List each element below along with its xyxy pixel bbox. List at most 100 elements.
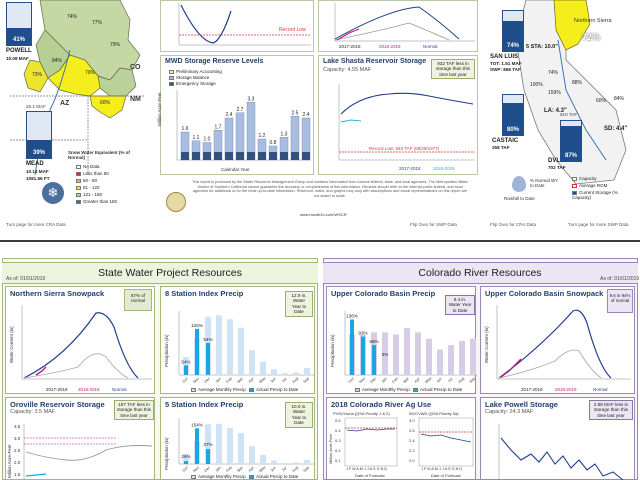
- precip-month-tick: Mar: [237, 465, 245, 473]
- cra-snow-badge-text: 9.6 in 94% of normal: [609, 293, 631, 303]
- oroville-ytick-1: 3.5: [14, 424, 21, 429]
- la-rainfall: LA: 4.3": [544, 108, 567, 114]
- powell-storage-line: [500, 437, 624, 480]
- basin-region-yellow-1: [47, 54, 101, 97]
- mwd-legend-3: Emergency Storage: [169, 81, 216, 86]
- cra-precip-title: Upper Colorado Basin Precip: [331, 289, 436, 298]
- shasta-capacity: Capacity: 4.55 MAF: [323, 67, 372, 73]
- snow-legend-item: Greater than 150: [76, 199, 117, 204]
- precip-average-bar: [183, 453, 189, 464]
- state-label-nm: NM: [130, 96, 141, 103]
- sierra-pct: 72%: [582, 32, 601, 42]
- cra-aguse-panel: 2018 Colorado River Ag Use PVID/Yuma (QS…: [326, 397, 476, 480]
- precip-month-tick: Jan: [215, 466, 222, 473]
- mwd-bar-label: 1.2: [259, 133, 266, 139]
- precip-average-bar: [227, 427, 233, 464]
- cra-snow-legend-a: 2017-2018: [521, 387, 543, 392]
- swp-oroville-title: Oroville Reservoir Storage: [10, 400, 105, 409]
- mwd-bar-emergency: [225, 152, 233, 160]
- cra-powell-callout: 2.98 MAF less in storage than this time …: [589, 400, 633, 421]
- map-pct-label-4: 84%: [52, 58, 63, 64]
- swp-5station-callout: 10.0 in. Water Year to Date: [285, 402, 313, 428]
- precip-average-bar: [282, 462, 288, 464]
- map-legend-avg: Average ROM: [572, 183, 607, 188]
- center-chart-top-right: 2017-2018 2018-2019 Normal: [318, 0, 478, 52]
- precip-pct-label: 54%: [203, 337, 212, 342]
- swp-oroville-callout: 197 TAF less in storage than this time l…: [114, 400, 154, 421]
- sanluis-pct: 74%: [506, 43, 519, 49]
- aguse-right-ytick-5: 2.0: [409, 458, 415, 463]
- oroville-current-line: [25, 473, 47, 477]
- mwd-bar-emergency: [258, 152, 266, 160]
- sd-rainfall: SD: 4.4": [604, 126, 628, 132]
- swp-snow-badge: 67% of normal: [124, 289, 152, 311]
- aguse-right-ytick-2: 2.6: [409, 428, 415, 433]
- precip-average-bar: [448, 345, 454, 375]
- precip-average-bar: [205, 424, 211, 464]
- footer-right-link[interactable]: Flip Over for SWP Data: [410, 222, 457, 227]
- map-legend-current: Current Storage (% Capacity): [572, 190, 618, 200]
- precip-actual-bar: [184, 461, 188, 464]
- footer-swp-link[interactable]: Turn page for more SWP Data: [568, 222, 629, 227]
- aguse-right-line: [420, 433, 472, 443]
- precip-average-bar: [382, 332, 388, 375]
- mwd-xlabel: Calendar Year: [221, 167, 250, 172]
- cra-title: Colorado River Resources: [418, 267, 542, 279]
- mwd-bar-emergency: [302, 152, 310, 160]
- map-pct-label-7: 73%: [32, 72, 43, 78]
- powell-gauge-fill: [7, 27, 31, 45]
- dvl-gauge-fill: [561, 126, 581, 161]
- precip-month-tick: Dec: [369, 376, 377, 384]
- precip-average-bar: [415, 332, 421, 375]
- cra-snowpack-panel: Upper Colorado Basin Snowpack 9.6 in 94%…: [480, 286, 635, 394]
- footer-left-link[interactable]: Turn page for more CRA Data: [6, 222, 66, 227]
- mwd-legend-2: Storage Balance: [169, 75, 209, 80]
- state-label-az: AZ: [60, 100, 70, 107]
- dvl-name: DVL: [548, 158, 560, 164]
- cra-snowpack-title: Upper Colorado Basin Snowpack: [485, 289, 604, 298]
- mwd-bar: [246, 102, 256, 161]
- map-pct-label-3: 79%: [110, 42, 121, 48]
- swp-8station-panel: 8 Station Index Precip 12.9 in. Water Ye…: [160, 286, 315, 394]
- swp-snow-legend-a: 2017-2018: [46, 387, 68, 392]
- aguse-right-ytick-1: 3.0: [409, 418, 415, 423]
- map-pct-label-5: 70%: [85, 70, 96, 76]
- top-report-page: 74% 77% 79% 84% 70% 60% 73% CO NM AZ 41%…: [0, 0, 640, 232]
- swp-5station-panel: 5 Station Index Precip 10.0 in. Water Ye…: [160, 397, 315, 480]
- precip-average-bar: [293, 372, 299, 375]
- oroville-ytick-5: 1.5: [14, 472, 21, 477]
- cra-snow-legend-c: Normal: [593, 387, 608, 392]
- record-low-label: Record Low: [279, 27, 306, 33]
- cra-as-of: As of: 01/01/2019: [600, 276, 640, 282]
- sanluis-gauge-fill: [503, 21, 523, 51]
- shasta-callout: 932 TAF less in storage than this time l…: [431, 59, 475, 80]
- oroville-ytick-3: 2.5: [14, 448, 21, 453]
- mwd-bar-label: 2.4: [303, 112, 310, 118]
- precip-average-bar: [293, 462, 299, 464]
- swp-snowpack-panel: Northern Sierra Snowpack 67% of normal W…: [5, 286, 155, 394]
- precip-month-tick: Oct: [182, 465, 190, 473]
- dvl-top-label: 810 TAF: [560, 112, 578, 117]
- snowflake-icon: ❄: [42, 182, 64, 204]
- mwd-bar-emergency: [192, 152, 200, 160]
- map-pct-label-2: 77%: [92, 20, 103, 26]
- swp-oroville-ylabel: Million Acre-Feet: [7, 444, 12, 478]
- report-url[interactable]: www.mwdh2o.com/WSCR: [300, 212, 347, 217]
- precip-average-bar: [271, 460, 277, 464]
- disclaimer-text: This report is produced by the Water Res…: [192, 180, 468, 198]
- mwd-bar-label: 1.7: [215, 124, 222, 130]
- precip-month-tick: Sep: [468, 376, 476, 384]
- prev-line: [334, 22, 450, 41]
- mwd-bar-label: 0.8: [270, 140, 277, 146]
- map-pct-label-1: 74%: [67, 14, 78, 20]
- precip-average-bar: [459, 340, 465, 375]
- swp-5station-chart: 26% Oct 154% Nov 37% Dec Jan Feb Mar Apr May Jun Jul…: [178, 418, 315, 473]
- mwd-bar-emergency: [181, 152, 189, 160]
- swp-snow-normal: [23, 312, 139, 379]
- precip-month-tick: Jun: [270, 466, 277, 473]
- footer-cra-link[interactable]: Flip Over for CRA Data: [490, 222, 537, 227]
- cra-precip-callout: 8.4 in. Water Year to Date: [445, 295, 475, 316]
- map-pct-label-6: 60%: [100, 100, 111, 106]
- mwd-ylabel: Million Acre-Feet: [157, 92, 162, 126]
- aguse-left-ytick-3: 0.3: [335, 438, 341, 443]
